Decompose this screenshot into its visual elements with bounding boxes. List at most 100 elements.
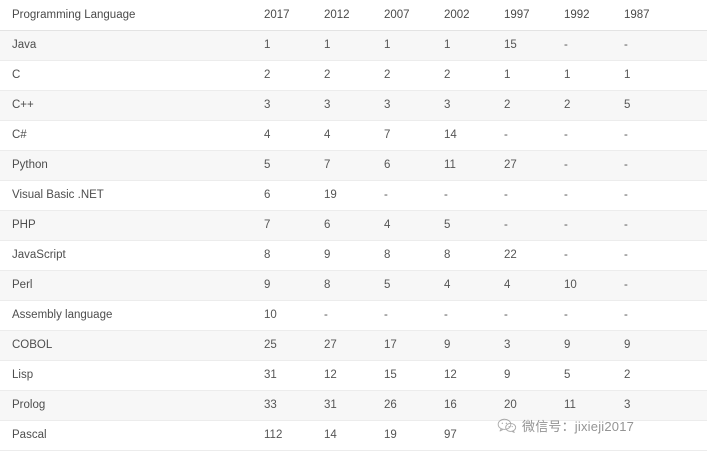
language-name-cell: C++ bbox=[12, 99, 34, 111]
rank-cell-1997: - bbox=[504, 129, 508, 141]
rank-cell-1992: 9 bbox=[564, 339, 571, 351]
rank-cell-2017: 33 bbox=[264, 399, 277, 411]
rank-cell-2017: 3 bbox=[264, 99, 271, 111]
rank-cell-2017: 4 bbox=[264, 129, 271, 141]
row-spacer-cell bbox=[672, 330, 707, 360]
rank-cell-2007: 19 bbox=[384, 429, 397, 441]
table-header-row: Programming Language 2017 2012 2007 2002… bbox=[0, 0, 707, 31]
row-spacer-cell bbox=[672, 270, 707, 300]
table-row: Python 5 7 6 11 27 - - bbox=[0, 150, 707, 180]
rank-cell-1992: - bbox=[564, 159, 568, 171]
row-spacer-cell bbox=[672, 210, 707, 240]
rank-cell-2017: 2 bbox=[264, 69, 271, 81]
rank-cell-1997: 15 bbox=[504, 39, 517, 51]
rank-cell-1992: - bbox=[564, 219, 568, 231]
rank-cell-2007: 2 bbox=[384, 69, 391, 81]
rank-cell-1992: 5 bbox=[564, 369, 571, 381]
language-name-cell: Visual Basic .NET bbox=[12, 189, 104, 201]
rank-cell-1997: 4 bbox=[504, 279, 511, 291]
rank-cell-2017: 8 bbox=[264, 249, 271, 261]
language-name-cell: C bbox=[12, 69, 21, 81]
rank-cell-2002: 9 bbox=[444, 339, 451, 351]
rank-cell-2017: 5 bbox=[264, 159, 271, 171]
rank-cell-1987: - bbox=[624, 189, 628, 201]
rank-cell-1992: 10 bbox=[564, 279, 577, 291]
column-header-2002[interactable]: 2002 bbox=[432, 0, 492, 31]
rank-cell-2017: 112 bbox=[264, 429, 283, 441]
rank-cell-1997: 2 bbox=[504, 99, 511, 111]
rank-cell-2002: - bbox=[444, 189, 448, 201]
rank-cell-1997: 1 bbox=[504, 69, 511, 81]
rank-cell-2012: 9 bbox=[324, 249, 331, 261]
language-name-cell: COBOL bbox=[12, 339, 53, 351]
rank-cell-2017: 25 bbox=[264, 339, 277, 351]
rank-cell-2007: 7 bbox=[384, 129, 391, 141]
language-name-cell: Assembly language bbox=[12, 309, 113, 321]
rank-cell-1997: 20 bbox=[504, 399, 517, 411]
rank-cell-2007: 3 bbox=[384, 99, 391, 111]
rank-cell-1992: - bbox=[564, 249, 568, 261]
rank-cell-2007: - bbox=[384, 309, 388, 321]
rank-cell-1987: 3 bbox=[624, 399, 631, 411]
column-header-1992[interactable]: 1992 bbox=[552, 0, 612, 31]
column-header-2007[interactable]: 2007 bbox=[372, 0, 432, 31]
column-header-2017[interactable]: 2017 bbox=[252, 0, 312, 31]
language-name-cell: Python bbox=[12, 159, 48, 171]
rank-cell-2007: 26 bbox=[384, 399, 397, 411]
language-name-cell: Prolog bbox=[12, 399, 46, 411]
rank-cell-2002: 14 bbox=[444, 129, 457, 141]
rank-cell-2012: 27 bbox=[324, 339, 337, 351]
table-row: Perl 9 8 5 4 4 10 - bbox=[0, 270, 707, 300]
rank-cell-1997: - bbox=[504, 189, 508, 201]
rank-cell-2002: 8 bbox=[444, 249, 451, 261]
table-row: Java 1 1 1 1 15 - - bbox=[0, 30, 707, 60]
column-header-1997[interactable]: 1997 bbox=[492, 0, 552, 31]
rank-cell-2017: 7 bbox=[264, 219, 271, 231]
rank-cell-2002: 11 bbox=[444, 159, 456, 171]
language-name-cell: Perl bbox=[12, 279, 33, 291]
column-header-language[interactable]: Programming Language bbox=[0, 0, 252, 31]
rank-cell-2012: 6 bbox=[324, 219, 331, 231]
table-row: Assembly language 10 - - - - - - bbox=[0, 300, 707, 330]
language-name-cell: Pascal bbox=[12, 429, 47, 441]
column-header-1987[interactable]: 1987 bbox=[612, 0, 672, 31]
rank-cell-1997: 3 bbox=[504, 339, 511, 351]
rank-cell-1992: 1 bbox=[564, 69, 571, 81]
row-spacer-cell bbox=[672, 420, 707, 450]
row-spacer-cell bbox=[672, 180, 707, 210]
rank-cell-1997: 27 bbox=[504, 159, 517, 171]
rank-cell-2002: 16 bbox=[444, 399, 457, 411]
column-header-2012[interactable]: 2012 bbox=[312, 0, 372, 31]
rank-cell-2007: 8 bbox=[384, 249, 391, 261]
table-row: Visual Basic .NET 6 19 - - - - - bbox=[0, 180, 707, 210]
rank-cell-2017: 10 bbox=[264, 309, 277, 321]
rank-cell-1987: - bbox=[624, 309, 628, 321]
table-row: C++ 3 3 3 3 2 2 5 bbox=[0, 90, 707, 120]
row-spacer-cell bbox=[672, 30, 707, 60]
column-header-spacer bbox=[672, 0, 707, 31]
table-row: C 2 2 2 2 1 1 1 bbox=[0, 60, 707, 90]
table-row: Pascal 112 14 19 97 bbox=[0, 420, 707, 450]
rank-cell-1997: - bbox=[504, 309, 508, 321]
row-spacer-cell bbox=[672, 120, 707, 150]
rank-cell-1987: 2 bbox=[624, 369, 631, 381]
rank-cell-1987: 9 bbox=[624, 339, 631, 351]
rank-cell-1987: - bbox=[624, 219, 628, 231]
table-row: PHP 7 6 4 5 - - - bbox=[0, 210, 707, 240]
rank-cell-1992: 11 bbox=[564, 399, 576, 411]
language-name-cell: PHP bbox=[12, 219, 36, 231]
rank-cell-2012: 19 bbox=[324, 189, 337, 201]
rank-cell-2002: 12 bbox=[444, 369, 457, 381]
row-spacer-cell bbox=[672, 150, 707, 180]
rank-cell-2012: 8 bbox=[324, 279, 331, 291]
rank-cell-2012: 7 bbox=[324, 159, 331, 171]
rank-cell-1992: - bbox=[564, 309, 568, 321]
rank-cell-2012: 31 bbox=[324, 399, 337, 411]
rank-cell-1992: 2 bbox=[564, 99, 571, 111]
rank-cell-2017: 31 bbox=[264, 369, 277, 381]
row-spacer-cell bbox=[672, 300, 707, 330]
rank-cell-2012: 12 bbox=[324, 369, 337, 381]
rank-cell-1987: - bbox=[624, 279, 628, 291]
